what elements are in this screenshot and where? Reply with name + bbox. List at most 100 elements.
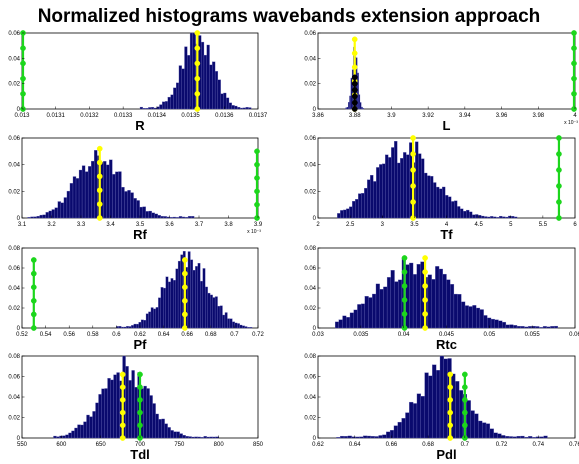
histogram-bar bbox=[190, 216, 195, 219]
yellow-marker-point bbox=[181, 257, 188, 263]
histogram-bar bbox=[210, 294, 213, 329]
histogram-bar bbox=[383, 286, 388, 329]
axes-box bbox=[317, 32, 576, 110]
x-tick-label: 0.72 bbox=[496, 442, 508, 448]
yellow-marker-point bbox=[181, 311, 188, 318]
histogram-bar bbox=[66, 190, 71, 219]
histogram-bar bbox=[242, 325, 245, 329]
x-tick-label: 650 bbox=[96, 442, 107, 448]
histogram-bar bbox=[202, 268, 206, 329]
histogram-bar bbox=[127, 190, 131, 219]
histogram-bar bbox=[443, 358, 448, 439]
histogram-bar bbox=[234, 322, 238, 329]
histogram-bar bbox=[389, 430, 395, 439]
histogram-bar bbox=[401, 418, 406, 439]
histogram-bar bbox=[239, 324, 243, 329]
green-marker-point bbox=[556, 215, 562, 221]
panel-pf: 0.52 0.54 0.56 0.58 0.6 0.62 0.64 0.66 0.68 0.7 0.… bbox=[8, 246, 264, 352]
y-tick-label: 0.04 bbox=[8, 286, 20, 292]
histogram-bar bbox=[104, 388, 108, 439]
histogram-bar bbox=[493, 432, 498, 439]
histogram-bar bbox=[39, 214, 43, 219]
histogram-bar bbox=[468, 306, 473, 329]
yellow-marker-point bbox=[447, 422, 454, 429]
panel-tdl: 550 600 650 700 750 800 850 0 0.02 0.04 0.06 0.08 Td… bbox=[8, 354, 263, 462]
x-axis-label: L bbox=[443, 118, 451, 133]
histogram-bar bbox=[346, 106, 349, 110]
y-tick-label: 0.06 bbox=[8, 136, 20, 142]
x-tick-label: 750 bbox=[174, 442, 185, 448]
green-marker-point bbox=[401, 255, 408, 261]
histogram-bar bbox=[416, 393, 421, 439]
x-axis-label: R bbox=[135, 118, 145, 133]
histogram-bar bbox=[177, 260, 181, 329]
x-tick-label: 0.76 bbox=[569, 442, 579, 448]
x-tick-label: 3 bbox=[381, 222, 385, 228]
histogram-bar bbox=[187, 251, 191, 329]
x-tick-label: 550 bbox=[17, 442, 28, 448]
histogram-bar bbox=[502, 321, 507, 329]
histogram-bar bbox=[167, 427, 171, 439]
yellow-marker-point bbox=[194, 90, 201, 97]
axes-box bbox=[21, 137, 259, 219]
histogram-bar bbox=[57, 201, 62, 219]
green-marker-point bbox=[462, 397, 468, 403]
histogram-bar bbox=[406, 154, 410, 219]
histogram-bar bbox=[375, 283, 380, 329]
yellow-marker-point bbox=[410, 215, 416, 221]
histogram-bar bbox=[170, 278, 174, 329]
green-marker-point bbox=[137, 397, 143, 403]
histogram-bar bbox=[348, 102, 350, 110]
x-tick-label: 0.035 bbox=[353, 332, 369, 338]
x-tick-label: 0.66 bbox=[181, 332, 193, 338]
histogram-bar bbox=[103, 161, 107, 219]
histogram-bar bbox=[432, 364, 437, 439]
green-marker-line bbox=[137, 371, 143, 441]
yellow-marker-point bbox=[96, 173, 103, 180]
histogram-bar bbox=[352, 200, 356, 219]
histogram-bar bbox=[182, 435, 186, 439]
histogram-bar bbox=[33, 216, 37, 219]
yellow-marker-point bbox=[351, 64, 358, 71]
x-tick-label: 3.88 bbox=[349, 113, 361, 119]
histogram-bar bbox=[337, 213, 341, 219]
histogram-bar bbox=[347, 435, 352, 439]
histogram-bar bbox=[194, 436, 198, 439]
x-tick-label: 3.5 bbox=[410, 222, 419, 228]
histogram-bar bbox=[431, 279, 436, 329]
histogram-bar bbox=[206, 44, 210, 110]
histogram-bar bbox=[439, 355, 444, 439]
x-tick-label: 3.9 bbox=[254, 222, 263, 228]
yellow-marker-point bbox=[181, 284, 188, 291]
histogram-bar bbox=[131, 370, 135, 439]
yellow-marker-point bbox=[447, 435, 454, 441]
histogram-bar bbox=[353, 309, 358, 329]
histogram-bar bbox=[435, 266, 440, 329]
x-tick-label: 0.7 bbox=[230, 332, 239, 338]
green-marker-point bbox=[571, 90, 577, 97]
green-marker-point bbox=[556, 151, 562, 157]
histogram-bar bbox=[160, 216, 165, 219]
histogram-bar bbox=[487, 216, 491, 219]
yellow-marker-point bbox=[194, 60, 201, 67]
histogram-bar bbox=[405, 412, 410, 439]
x-tick-label: 0.56 bbox=[63, 332, 75, 338]
histogram-bar bbox=[172, 216, 177, 219]
x-tick-label: 3.98 bbox=[532, 113, 544, 119]
histogram-bar bbox=[455, 381, 460, 439]
histogram-bar bbox=[155, 307, 159, 329]
histogram-bar bbox=[42, 214, 46, 219]
histogram-bar bbox=[143, 385, 147, 439]
histogram-bar bbox=[427, 175, 431, 219]
yellow-marker-point bbox=[447, 371, 454, 378]
histogram-bar bbox=[370, 175, 374, 219]
histogram-bar bbox=[161, 418, 165, 439]
histogram-bar bbox=[490, 318, 495, 329]
histogram-bar bbox=[454, 200, 458, 219]
green-marker-point bbox=[556, 183, 562, 189]
histogram-bar bbox=[489, 428, 494, 439]
histogram-bar bbox=[398, 279, 403, 329]
green-marker-point bbox=[556, 199, 562, 205]
histogram-bar bbox=[36, 216, 40, 219]
y-tick-label: 0.02 bbox=[8, 416, 20, 422]
